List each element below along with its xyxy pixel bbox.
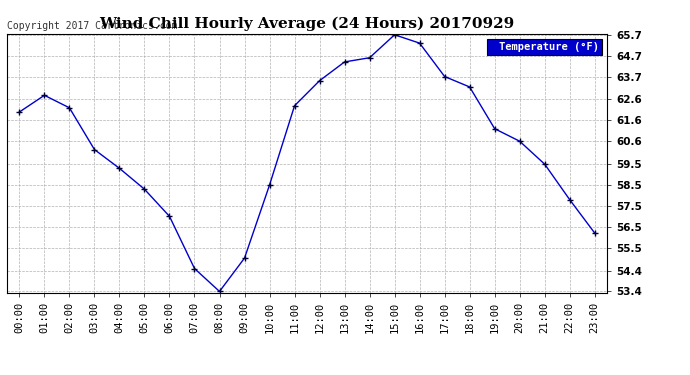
Title: Wind Chill Hourly Average (24 Hours) 20170929: Wind Chill Hourly Average (24 Hours) 201…: [99, 17, 515, 31]
Legend: Temperature (°F): Temperature (°F): [487, 39, 602, 55]
Text: Copyright 2017 Cartronics.com: Copyright 2017 Cartronics.com: [7, 21, 177, 31]
